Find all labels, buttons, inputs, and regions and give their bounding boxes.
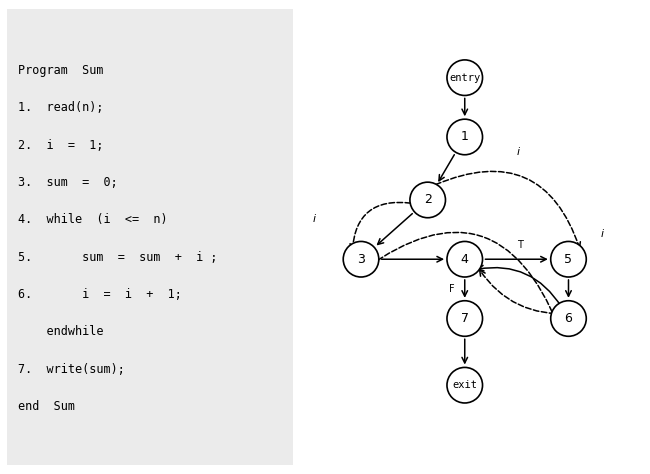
Circle shape (551, 241, 586, 277)
Text: 6: 6 (565, 312, 573, 325)
Text: i: i (517, 147, 520, 157)
Circle shape (447, 301, 482, 336)
Circle shape (447, 60, 482, 95)
Text: 2: 2 (424, 193, 432, 207)
Text: 7: 7 (461, 312, 469, 325)
Text: F: F (449, 284, 454, 294)
Text: exit: exit (452, 380, 477, 390)
Text: 1: 1 (461, 130, 469, 144)
Text: 1.  read(n);: 1. read(n); (18, 101, 103, 114)
Circle shape (410, 182, 445, 218)
Text: 3: 3 (357, 253, 365, 266)
Text: 7.  write(sum);: 7. write(sum); (18, 363, 125, 375)
Text: 3.  sum  =  0;: 3. sum = 0; (18, 176, 118, 189)
Text: Program  Sum: Program Sum (18, 64, 103, 77)
Circle shape (343, 241, 379, 277)
Text: i: i (313, 214, 316, 224)
FancyBboxPatch shape (6, 9, 292, 465)
Circle shape (447, 367, 482, 403)
Text: 4: 4 (461, 253, 469, 266)
Text: 4.  while  (i  <=  n): 4. while (i <= n) (18, 213, 168, 227)
Text: T: T (517, 240, 523, 250)
Circle shape (447, 119, 482, 155)
Text: i: i (601, 229, 604, 239)
Text: endwhile: endwhile (18, 325, 103, 338)
Text: 6.       i  =  i  +  1;: 6. i = i + 1; (18, 288, 182, 301)
Text: entry: entry (449, 73, 480, 82)
Circle shape (551, 301, 586, 336)
Text: end  Sum: end Sum (18, 400, 75, 413)
Text: 2.  i  =  1;: 2. i = 1; (18, 139, 103, 152)
Text: 5.       sum  =  sum  +  i ;: 5. sum = sum + i ; (18, 251, 218, 264)
Circle shape (447, 241, 482, 277)
Text: 5: 5 (564, 253, 573, 266)
